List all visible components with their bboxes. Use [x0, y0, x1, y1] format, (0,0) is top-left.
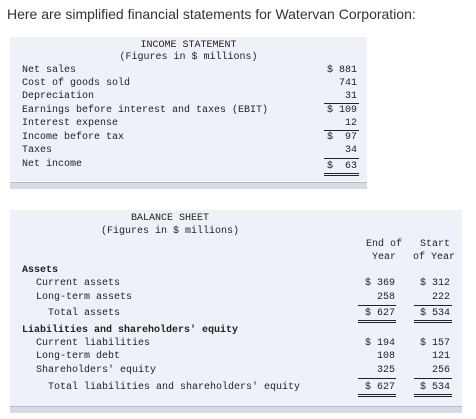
balance-row-start: 121 [431, 351, 450, 362]
income-row-value: 741 [338, 78, 357, 89]
subtotal-rule [324, 158, 359, 159]
income-row-label: Depreciation [22, 91, 95, 102]
subtotal-rule [324, 130, 359, 131]
total-double-rule [358, 320, 396, 323]
total-double-rule [414, 320, 452, 323]
balance-row-label: Total liabilities and shareholders' equi… [48, 382, 301, 393]
balance-row-label: Shareholders' equity [36, 365, 157, 376]
total-double-rule [358, 394, 396, 397]
balance-row-end: $ 194 [364, 338, 395, 349]
balance-row-start: $ 312 [419, 278, 450, 289]
balance-panel-footer-bar [10, 406, 462, 413]
income-row-value: $ 63 [326, 161, 357, 172]
balance-row-label: Current assets [36, 278, 121, 289]
column-header-end-of-year: End of [365, 239, 402, 250]
subtotal-rule [414, 378, 452, 379]
balance-row-label: Long-term assets [36, 292, 133, 303]
subtotal-rule [414, 305, 452, 306]
intro-text: Here are simplified financial statements… [7, 6, 416, 22]
income-title: INCOME STATEMENT [140, 40, 237, 51]
liabilities-header: Liabilities and shareholders' equity [22, 325, 239, 336]
balance-row-end: 325 [376, 365, 395, 376]
income-statement-panel: INCOME STATEMENT (Figures in $ millions)… [10, 37, 367, 181]
column-header-start-of-year: Start [420, 239, 451, 250]
balance-row-label: Current liabilities [36, 338, 151, 349]
income-row-value: 34 [344, 145, 357, 156]
balance-subtitle: (Figures in $ millions) [100, 226, 240, 237]
income-row-label: Net sales [22, 65, 77, 76]
subtotal-rule [358, 378, 396, 379]
total-double-rule [324, 173, 359, 176]
income-row-label: Net income [22, 159, 83, 170]
income-row-label: Interest expense [22, 118, 119, 129]
balance-row-end: 258 [376, 292, 395, 303]
balance-row-start: $ 157 [419, 338, 450, 349]
balance-row-label: Total assets [48, 308, 121, 319]
balance-row-label: Long-term debt [36, 351, 121, 362]
income-panel-footer-bar [10, 182, 367, 189]
assets-header: Assets [22, 265, 59, 276]
balance-row-end: $ 627 [364, 382, 395, 393]
income-row-value: $ 109 [326, 105, 357, 116]
income-subtitle: (Figures in $ millions) [119, 52, 258, 63]
total-double-rule [414, 394, 452, 397]
balance-row-start: $ 534 [419, 308, 450, 319]
balance-row-start: 256 [431, 365, 450, 376]
column-header-end-of-year: Year [371, 252, 396, 263]
balance-row-end: $ 627 [364, 308, 395, 319]
balance-row-start: $ 534 [419, 382, 450, 393]
income-row-value: 12 [344, 118, 357, 129]
income-row-label: Earnings before interest and taxes (EBIT… [22, 105, 269, 116]
income-row-label: Cost of goods sold [22, 78, 131, 89]
income-row-value: 31 [344, 91, 357, 102]
income-row-label: Income before tax [22, 132, 125, 143]
balance-row-start: 222 [431, 292, 450, 303]
balance-row-end: $ 369 [364, 278, 395, 289]
subtotal-rule [358, 305, 396, 306]
balance-sheet-panel: BALANCE SHEET (Figures in $ millions) En… [10, 210, 462, 406]
subtotal-rule [324, 103, 359, 104]
income-row-value: $ 97 [326, 132, 357, 143]
income-row-label: Taxes [22, 145, 53, 156]
column-header-start-of-year: of Year [413, 252, 456, 263]
balance-row-end: 108 [376, 351, 395, 362]
income-row-value: $ 881 [326, 65, 357, 76]
balance-title: BALANCE SHEET [130, 213, 209, 224]
